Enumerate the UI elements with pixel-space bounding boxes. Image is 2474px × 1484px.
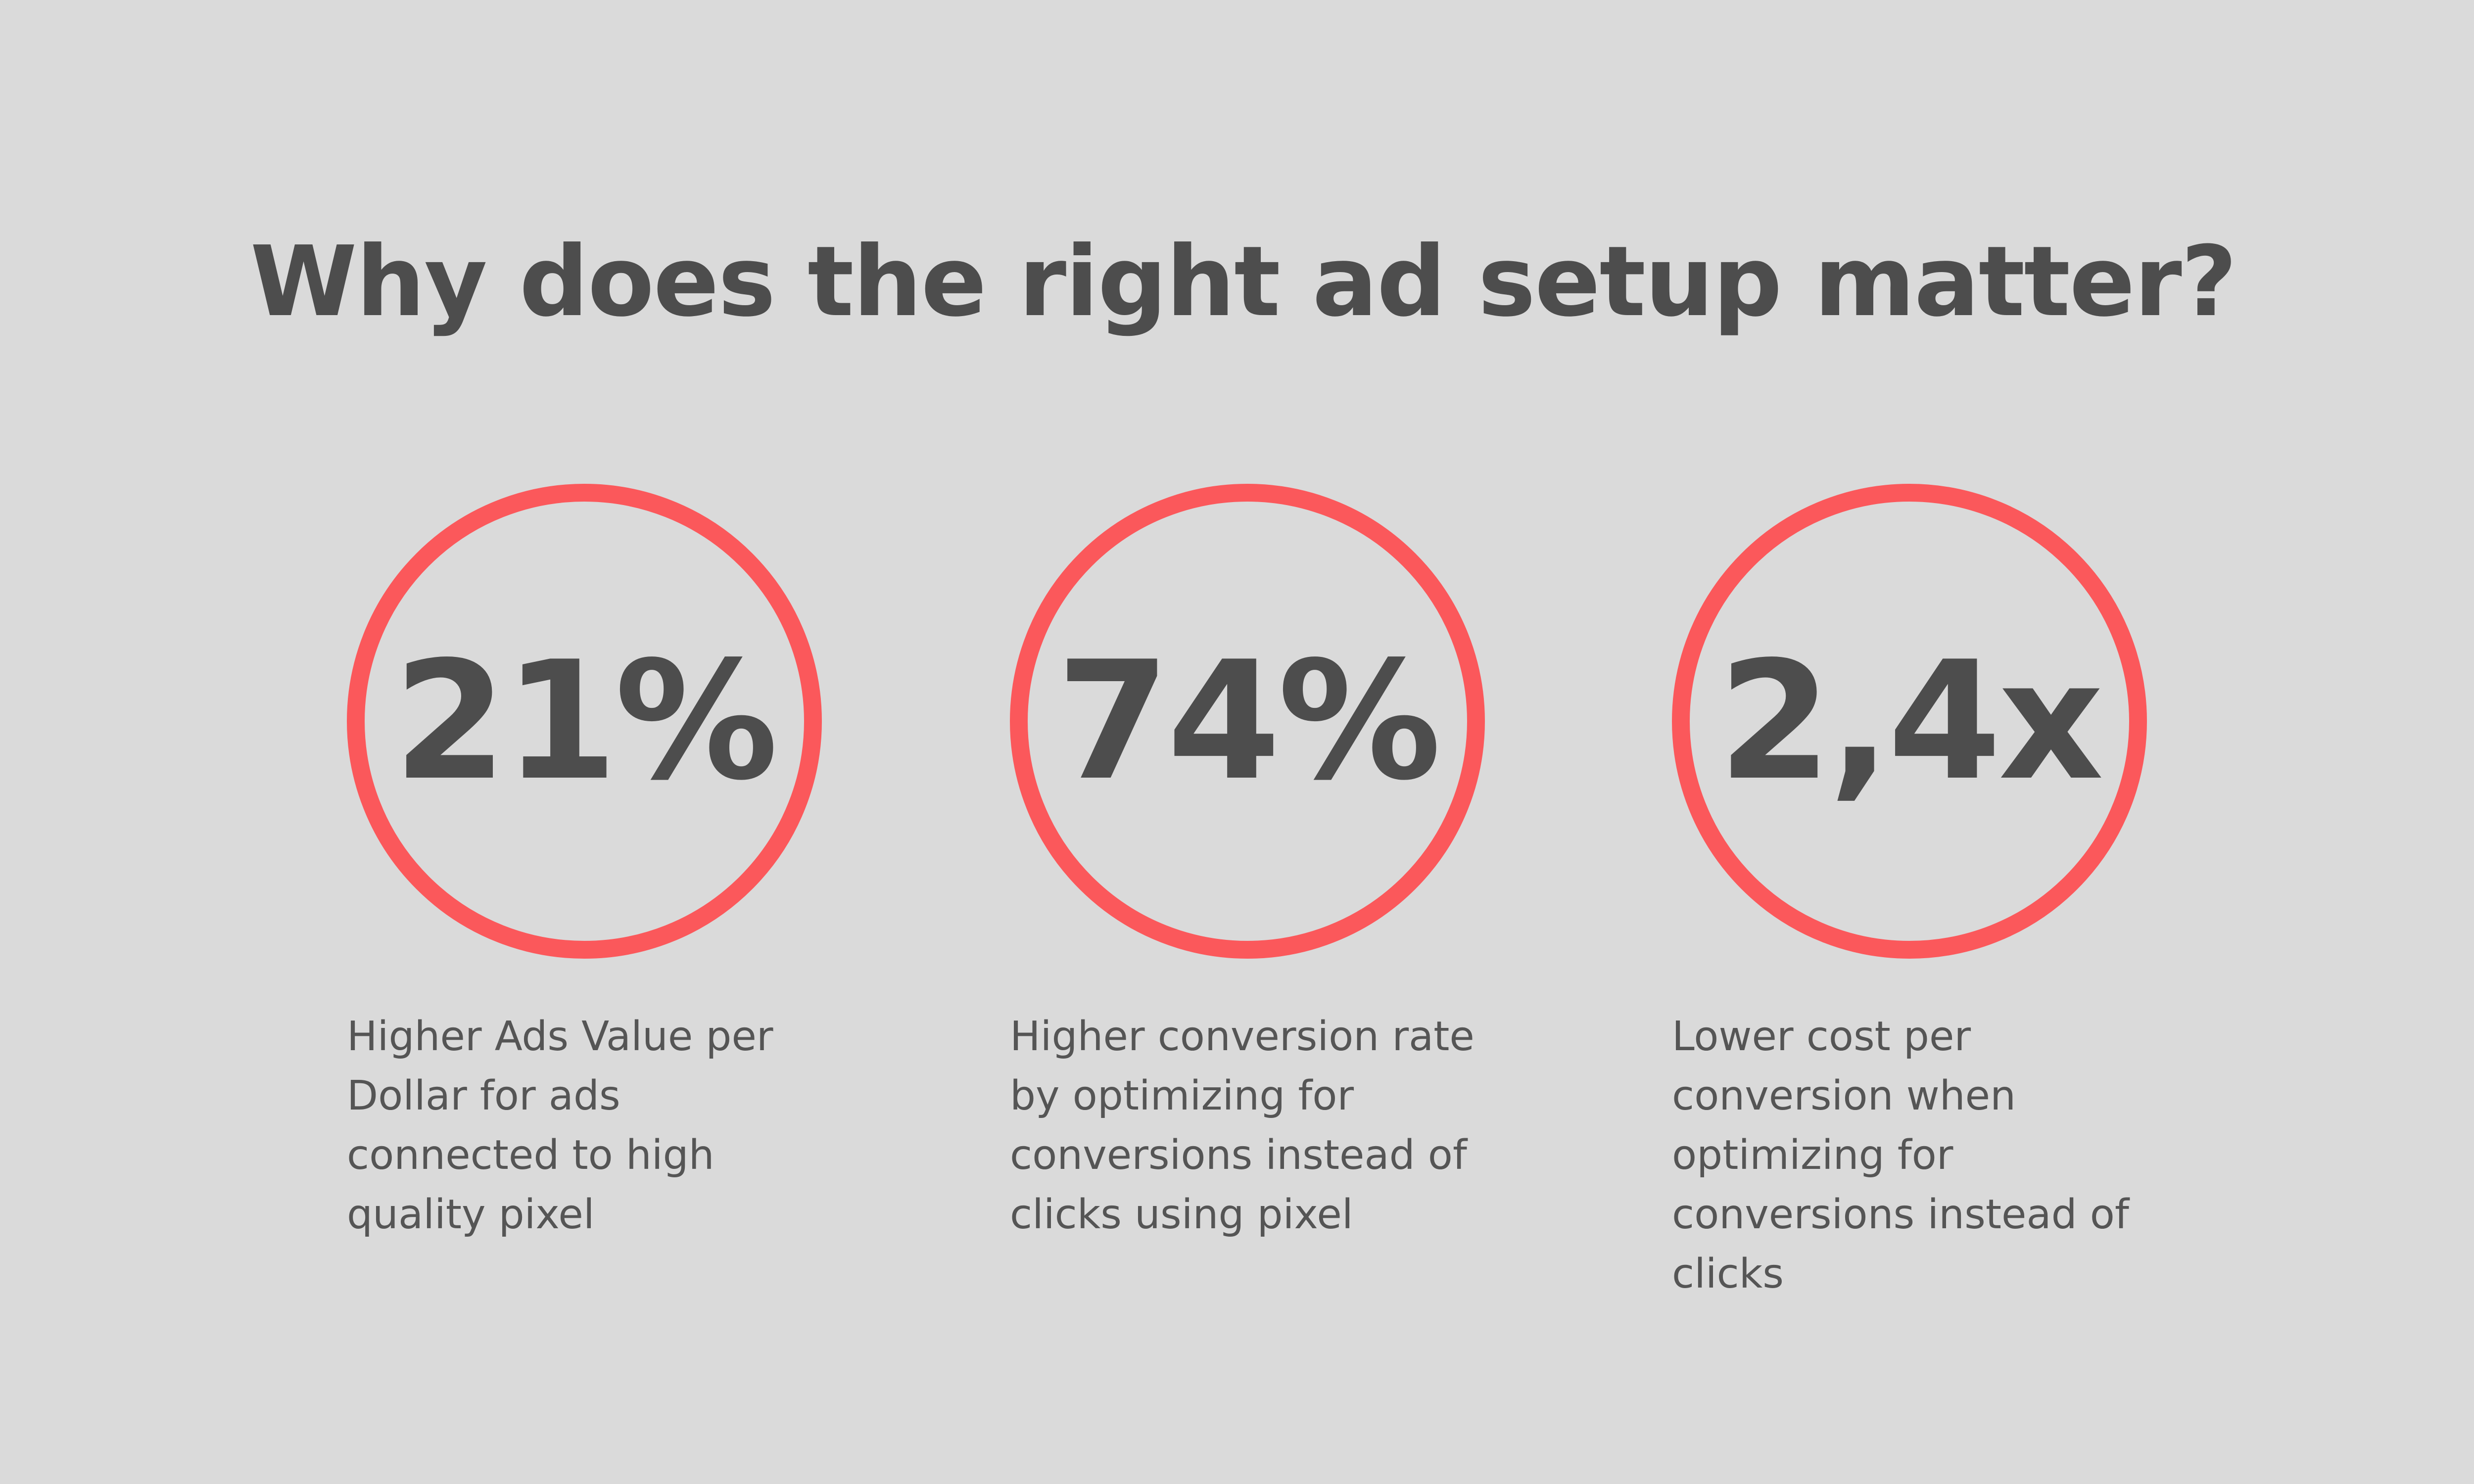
- stat-description: Higher conversion rate by optimizing for…: [1010, 1013, 1475, 1238]
- stat-ring: 2,4x: [1672, 484, 2147, 959]
- stat-value: 74%: [1056, 626, 1441, 816]
- stat-description: Higher Ads Value per Dollar for ads conn…: [347, 1013, 773, 1238]
- stat-value: 2,4x: [1718, 626, 2103, 816]
- stat-ring: 74%: [1010, 484, 1485, 959]
- stat-ring: 21%: [347, 484, 822, 959]
- stat-value: 21%: [393, 626, 778, 816]
- stat-description: Lower cost per conversion when optimizin…: [1672, 1013, 2129, 1298]
- page-title: Why does the right ad setup matter?: [250, 226, 2237, 338]
